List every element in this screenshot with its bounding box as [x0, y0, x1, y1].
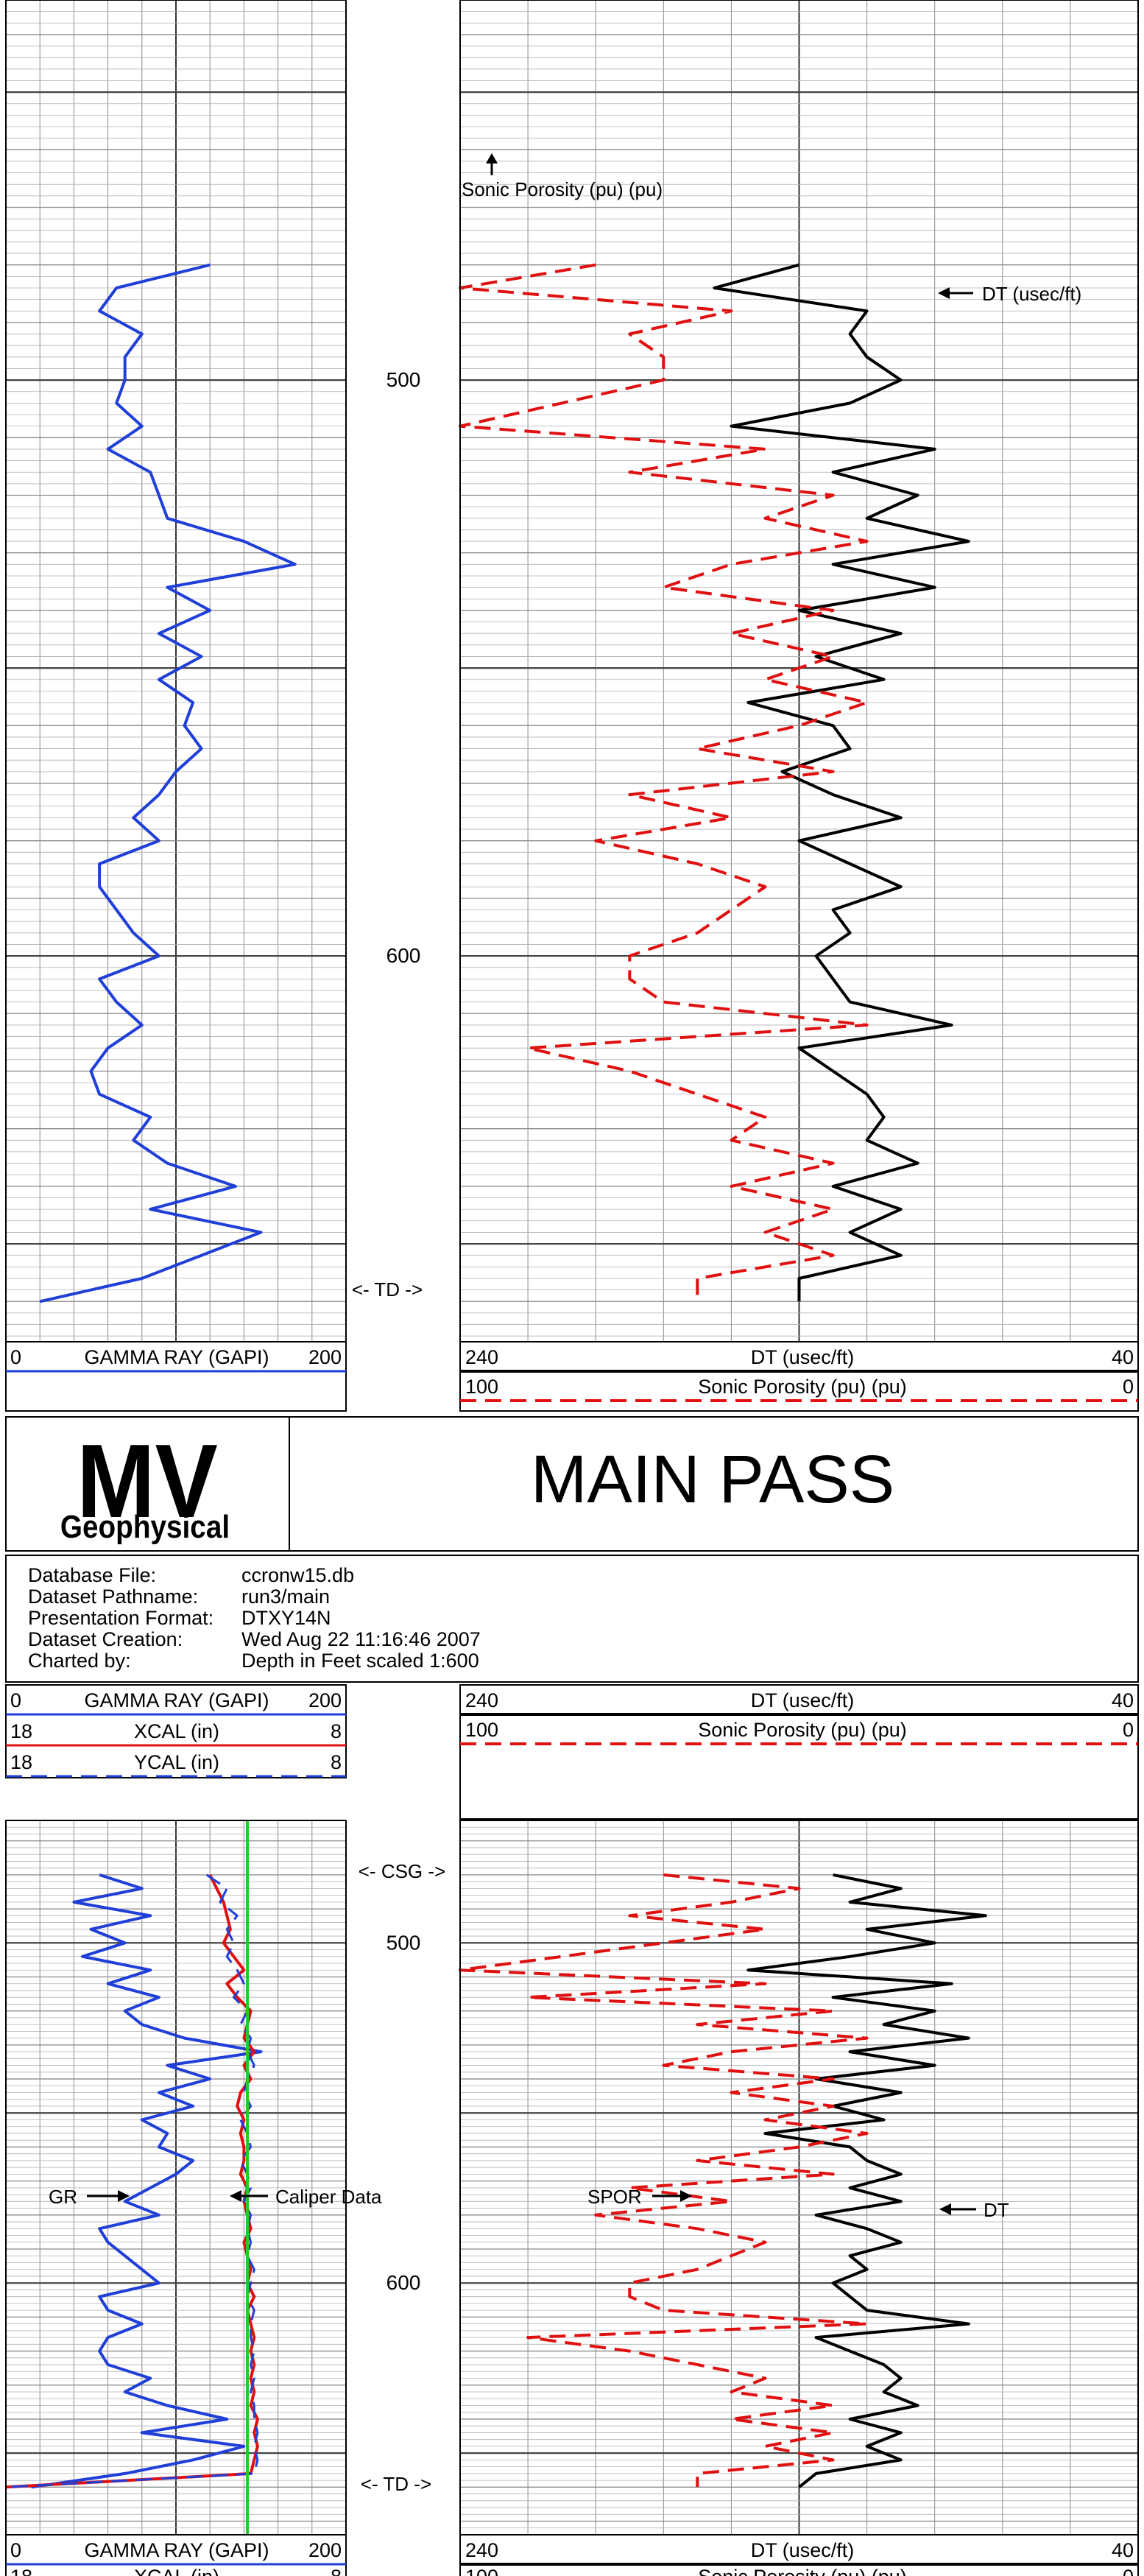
- depth-label: 500: [386, 1931, 421, 1954]
- company-logo: MV Geophysical: [60, 1423, 230, 1545]
- td-marker-upper: <- TD ->: [352, 1278, 423, 1301]
- svg-text:0: 0: [10, 2539, 21, 2561]
- info-label: Dataset Creation:: [28, 1628, 183, 1650]
- svg-text:100: 100: [465, 1719, 498, 1741]
- dt-scale-upper: 240 DT (usec/ft) 40: [460, 1346, 1138, 1373]
- spor-label-upper: Sonic Porosity (pu) (pu): [462, 178, 663, 200]
- curves-lower: [5, 1820, 987, 2535]
- gamma-ray-curve-upper: [39, 263, 297, 1303]
- track2-grid-upper: [459, 0, 1139, 1342]
- spor-annotation-lower: SPOR: [587, 2186, 692, 2208]
- scale-footer-upper: 0 GAMMA RAY (GAPI) 200 240 DT (usec/ft) …: [5, 1341, 1139, 1412]
- svg-text:SPOR: SPOR: [587, 2186, 642, 2208]
- dataset-info: Database File: ccronw15.db Dataset Pathn…: [28, 1564, 481, 1672]
- svg-text:Sonic Porosity (pu) (pu): Sonic Porosity (pu) (pu): [698, 2566, 907, 2576]
- svg-text:XCAL (in): XCAL (in): [134, 2566, 219, 2576]
- svg-text:240: 240: [465, 1689, 498, 1711]
- svg-text:0: 0: [10, 1346, 21, 1368]
- depth-track-lower: 500 600: [386, 1931, 421, 2294]
- dt-label-upper: DT (usec/ft): [982, 283, 1081, 305]
- svg-text:100: 100: [465, 2566, 498, 2576]
- info-label: Dataset Pathname:: [28, 1586, 198, 1608]
- svg-text:DT: DT: [984, 2199, 1009, 2221]
- svg-text:GAMMA RAY (GAPI): GAMMA RAY (GAPI): [84, 1689, 269, 1711]
- gr-annotation-lower: GR: [49, 2186, 130, 2208]
- gamma-ray-curve-lower: [31, 1873, 263, 2489]
- svg-text:100: 100: [465, 1376, 498, 1398]
- svg-text:240: 240: [465, 1346, 498, 1368]
- svg-text:DT (usec/ft): DT (usec/ft): [751, 2539, 855, 2561]
- td-marker-lower: <- TD ->: [361, 2473, 431, 2495]
- dt-scale-lower: 240 DT (usec/ft) 40: [460, 1689, 1138, 1716]
- spor-annotation-upper: Sonic Porosity (pu) (pu): [462, 153, 663, 200]
- svg-text:8: 8: [331, 1720, 342, 1742]
- svg-text:DT (usec/ft): DT (usec/ft): [751, 1689, 855, 1711]
- csg-marker-lower: <- CSG ->: [359, 1860, 445, 1882]
- page-title: MAIN PASS: [531, 1442, 894, 1517]
- svg-text:18: 18: [10, 2566, 32, 2576]
- spor-curve-lower: [459, 1873, 869, 2488]
- svg-text:200: 200: [308, 1689, 342, 1711]
- caliper-annotation-lower: Caliper Data: [230, 2186, 382, 2208]
- depth-track-upper: 500 600: [386, 368, 421, 967]
- dt-curve-lower: [746, 1873, 987, 2488]
- depth-label: 600: [386, 944, 421, 967]
- svg-text:0: 0: [1123, 1719, 1134, 1741]
- xcal-scale-lower: 18 XCAL (in) 8: [6, 1720, 346, 1747]
- svg-text:DT (usec/ft): DT (usec/ft): [751, 1346, 855, 1368]
- spor-scale-upper: 100 Sonic Porosity (pu) (pu) 0: [460, 1376, 1138, 1402]
- svg-text:8: 8: [331, 2566, 342, 2576]
- info-value: run3/main: [241, 1586, 330, 1608]
- svg-text:Geophysical: Geophysical: [60, 1508, 230, 1545]
- spor-scale-lower: 100 Sonic Porosity (pu) (pu) 0: [460, 1719, 1138, 1745]
- svg-text:0: 0: [1123, 1376, 1134, 1398]
- info-value: DTXY14N: [241, 1607, 331, 1629]
- dt-curve-upper: [713, 263, 970, 1302]
- log-header: MV Geophysical MAIN PASS Database File: …: [5, 1416, 1139, 1683]
- svg-text:40: 40: [1112, 1689, 1134, 1711]
- svg-text:XCAL (in): XCAL (in): [134, 1720, 219, 1742]
- depth-label: 500: [386, 368, 421, 391]
- gr-scale-lower: 0 GAMMA RAY (GAPI) 200: [6, 1689, 346, 1716]
- svg-text:MV: MV: [77, 1423, 218, 1540]
- gr-scale-upper: 0 GAMMA RAY (GAPI) 200: [6, 1346, 346, 1373]
- info-value: ccronw15.db: [241, 1564, 354, 1586]
- info-value: Depth in Feet scaled 1:600: [241, 1650, 479, 1672]
- scale-footer-lower: 0 GAMMA RAY (GAPI) 200 18 XCAL (in) 8 24…: [5, 2534, 1139, 2576]
- info-value: Wed Aug 22 11:16:46 2007: [241, 1628, 481, 1650]
- svg-text:200: 200: [308, 1346, 342, 1368]
- svg-text:Sonic Porosity (pu) (pu): Sonic Porosity (pu) (pu): [698, 1719, 907, 1741]
- svg-text:GAMMA RAY (GAPI): GAMMA RAY (GAPI): [84, 1346, 269, 1368]
- svg-text:240: 240: [465, 2539, 498, 2561]
- svg-text:40: 40: [1112, 1346, 1134, 1368]
- spor-curve-upper: [459, 263, 869, 1302]
- ycal-scale-lower: 18 YCAL (in) 8: [6, 1751, 346, 1778]
- log-panel-lower: 500 600 <- CSG -> <- TD -> GR Caliper Dat…: [5, 1820, 1139, 2535]
- svg-text:Sonic Porosity (pu) (pu): Sonic Porosity (pu) (pu): [698, 1376, 907, 1398]
- svg-text:8: 8: [331, 1751, 342, 1773]
- dt-annotation-lower: DT: [939, 2199, 1009, 2221]
- svg-text:YCAL (in): YCAL (in): [134, 1751, 219, 1773]
- info-label: Database File:: [28, 1564, 156, 1586]
- svg-text:18: 18: [10, 1720, 32, 1742]
- info-label: Charted by:: [28, 1650, 131, 1672]
- svg-text:40: 40: [1112, 2539, 1134, 2561]
- svg-text:200: 200: [308, 2539, 342, 2561]
- scale-header-lower: 0 GAMMA RAY (GAPI) 200 18 XCAL (in) 8 18…: [5, 1684, 1139, 1820]
- svg-text:0: 0: [10, 1689, 21, 1711]
- ycal-curve-lower: [5, 1873, 259, 2488]
- svg-text:GR: GR: [49, 2186, 77, 2208]
- log-panel-upper: 500 600 <- TD -> Sonic Porosity (pu) (pu)…: [5, 0, 1139, 1342]
- svg-text:GAMMA RAY (GAPI): GAMMA RAY (GAPI): [84, 2539, 269, 2561]
- curves-upper: [39, 263, 970, 1303]
- svg-text:Caliper Data: Caliper Data: [275, 2186, 382, 2208]
- svg-text:0: 0: [1123, 2566, 1134, 2576]
- depth-label: 600: [386, 2271, 421, 2294]
- svg-text:18: 18: [10, 1751, 32, 1773]
- track2-grid-lower: [459, 1820, 1139, 2535]
- dt-annotation-upper: DT (usec/ft): [938, 283, 1081, 305]
- track1-grid-upper: [5, 0, 347, 1342]
- info-label: Presentation Format:: [28, 1607, 213, 1629]
